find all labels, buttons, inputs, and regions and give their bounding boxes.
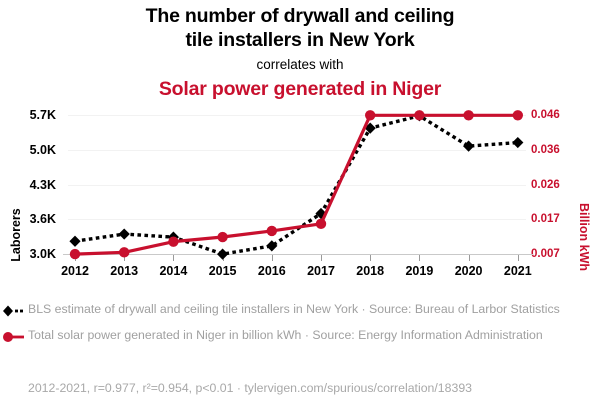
diamond-dotted-marker-icon [2, 305, 26, 317]
data-point-marker [463, 140, 475, 152]
right-axis-tick-label: 0.017 [531, 213, 560, 226]
plot-area: Laborers Billion kWh 5.7K 5.0K 4.3K 3.6K 3.0… [0, 100, 600, 300]
data-point-marker [365, 110, 376, 121]
left-axis-tick-label: 5.7K [29, 108, 56, 123]
data-point-marker [168, 236, 179, 247]
x-axis-tick-mark [271, 255, 273, 262]
x-axis-tick-mark [370, 255, 372, 262]
data-point-marker [69, 248, 81, 260]
data-point-marker [217, 248, 229, 260]
left-axis-tick-label: 5.0K [29, 143, 56, 157]
x-axis-tick-label: 2019 [405, 264, 434, 279]
x-axis-tick-label: 2013 [110, 264, 139, 279]
data-point-marker [266, 240, 278, 252]
legend-label-solar: Total solar power generated in Niger in … [28, 327, 543, 342]
left-axis-tick-label: 3.0K [29, 247, 56, 262]
x-axis-tick-mark [321, 255, 322, 262]
gridline [68, 219, 526, 221]
data-point-marker [512, 136, 524, 149]
data-point-marker [118, 228, 130, 240]
series-line [73, 113, 520, 256]
x-axis-tick-label: 2021 [503, 264, 532, 279]
x-axis-tick-label: 2012 [61, 264, 89, 279]
right-axis-tick-label: 0.026 [531, 178, 560, 191]
data-point-marker [512, 110, 523, 121]
x-axis-tick-mark [419, 255, 421, 262]
x-axis-tick-mark [124, 255, 126, 262]
page-subtitle: Solar power generated in Niger [158, 78, 442, 100]
data-point-marker [119, 247, 130, 258]
legend-item-solar: Total solar power generated in Niger in … [0, 328, 600, 344]
data-point-marker [414, 110, 425, 121]
x-axis-tick-mark [468, 255, 470, 262]
chart-title-block: The number of drywall and ceiling tile i… [0, 4, 600, 101]
data-point-marker [315, 218, 327, 230]
right-axis-tick-label: 0.036 [531, 144, 560, 156]
page-title-line1: The number of drywall and ceiling [145, 5, 455, 27]
footer-stats-note: 2012-2021, r=0.977, r²=0.954, p<0.01 · t… [28, 381, 472, 395]
left-axis-tick-label: 4.3K [29, 177, 56, 192]
right-axis-tick-label: 0.007 [531, 248, 560, 261]
legend-item-laborers: BLS estimate of drywall and ceiling tile… [0, 302, 600, 318]
x-axis-tick-label: 2014 [159, 264, 188, 279]
data-point-marker [364, 122, 376, 134]
right-axis-ticks: 0.046 0.036 0.026 0.017 0.007 [531, 100, 581, 300]
gridline [68, 115, 526, 117]
data-point-marker [266, 225, 277, 237]
legend-label-laborers: BLS estimate of drywall and ceiling tile… [28, 302, 560, 316]
data-point-marker [217, 231, 228, 243]
page-title-line2: tile installers in New York [185, 29, 415, 51]
left-axis-ticks: 5.7K 5.0K 4.3K 3.6K 3.0K [12, 100, 56, 300]
x-axis-tick-label: 2016 [257, 264, 286, 279]
x-axis-tick-label: 2020 [454, 264, 483, 279]
x-axis-tick-mark [173, 255, 175, 262]
data-point-marker [463, 110, 474, 121]
x-axis-tick-label: 2017 [307, 264, 335, 279]
title-connector: correlates with [256, 57, 344, 72]
data-point-marker [69, 235, 81, 247]
x-axis-tick-mark [517, 255, 519, 262]
series-line [74, 114, 518, 256]
right-axis-tick-label: 0.046 [531, 109, 560, 122]
x-axis-tick-label: 2015 [208, 264, 237, 279]
x-axis-tick-label: 2018 [356, 264, 385, 279]
gridline [68, 184, 526, 186]
circle-solid-marker-icon [2, 331, 26, 343]
chart-legend: BLS estimate of drywall and ceiling tile… [0, 300, 600, 343]
gridline [68, 150, 526, 151]
x-axis-line [63, 254, 533, 256]
left-axis-tick-label: 3.6K [29, 212, 56, 227]
series-layer [69, 110, 524, 260]
